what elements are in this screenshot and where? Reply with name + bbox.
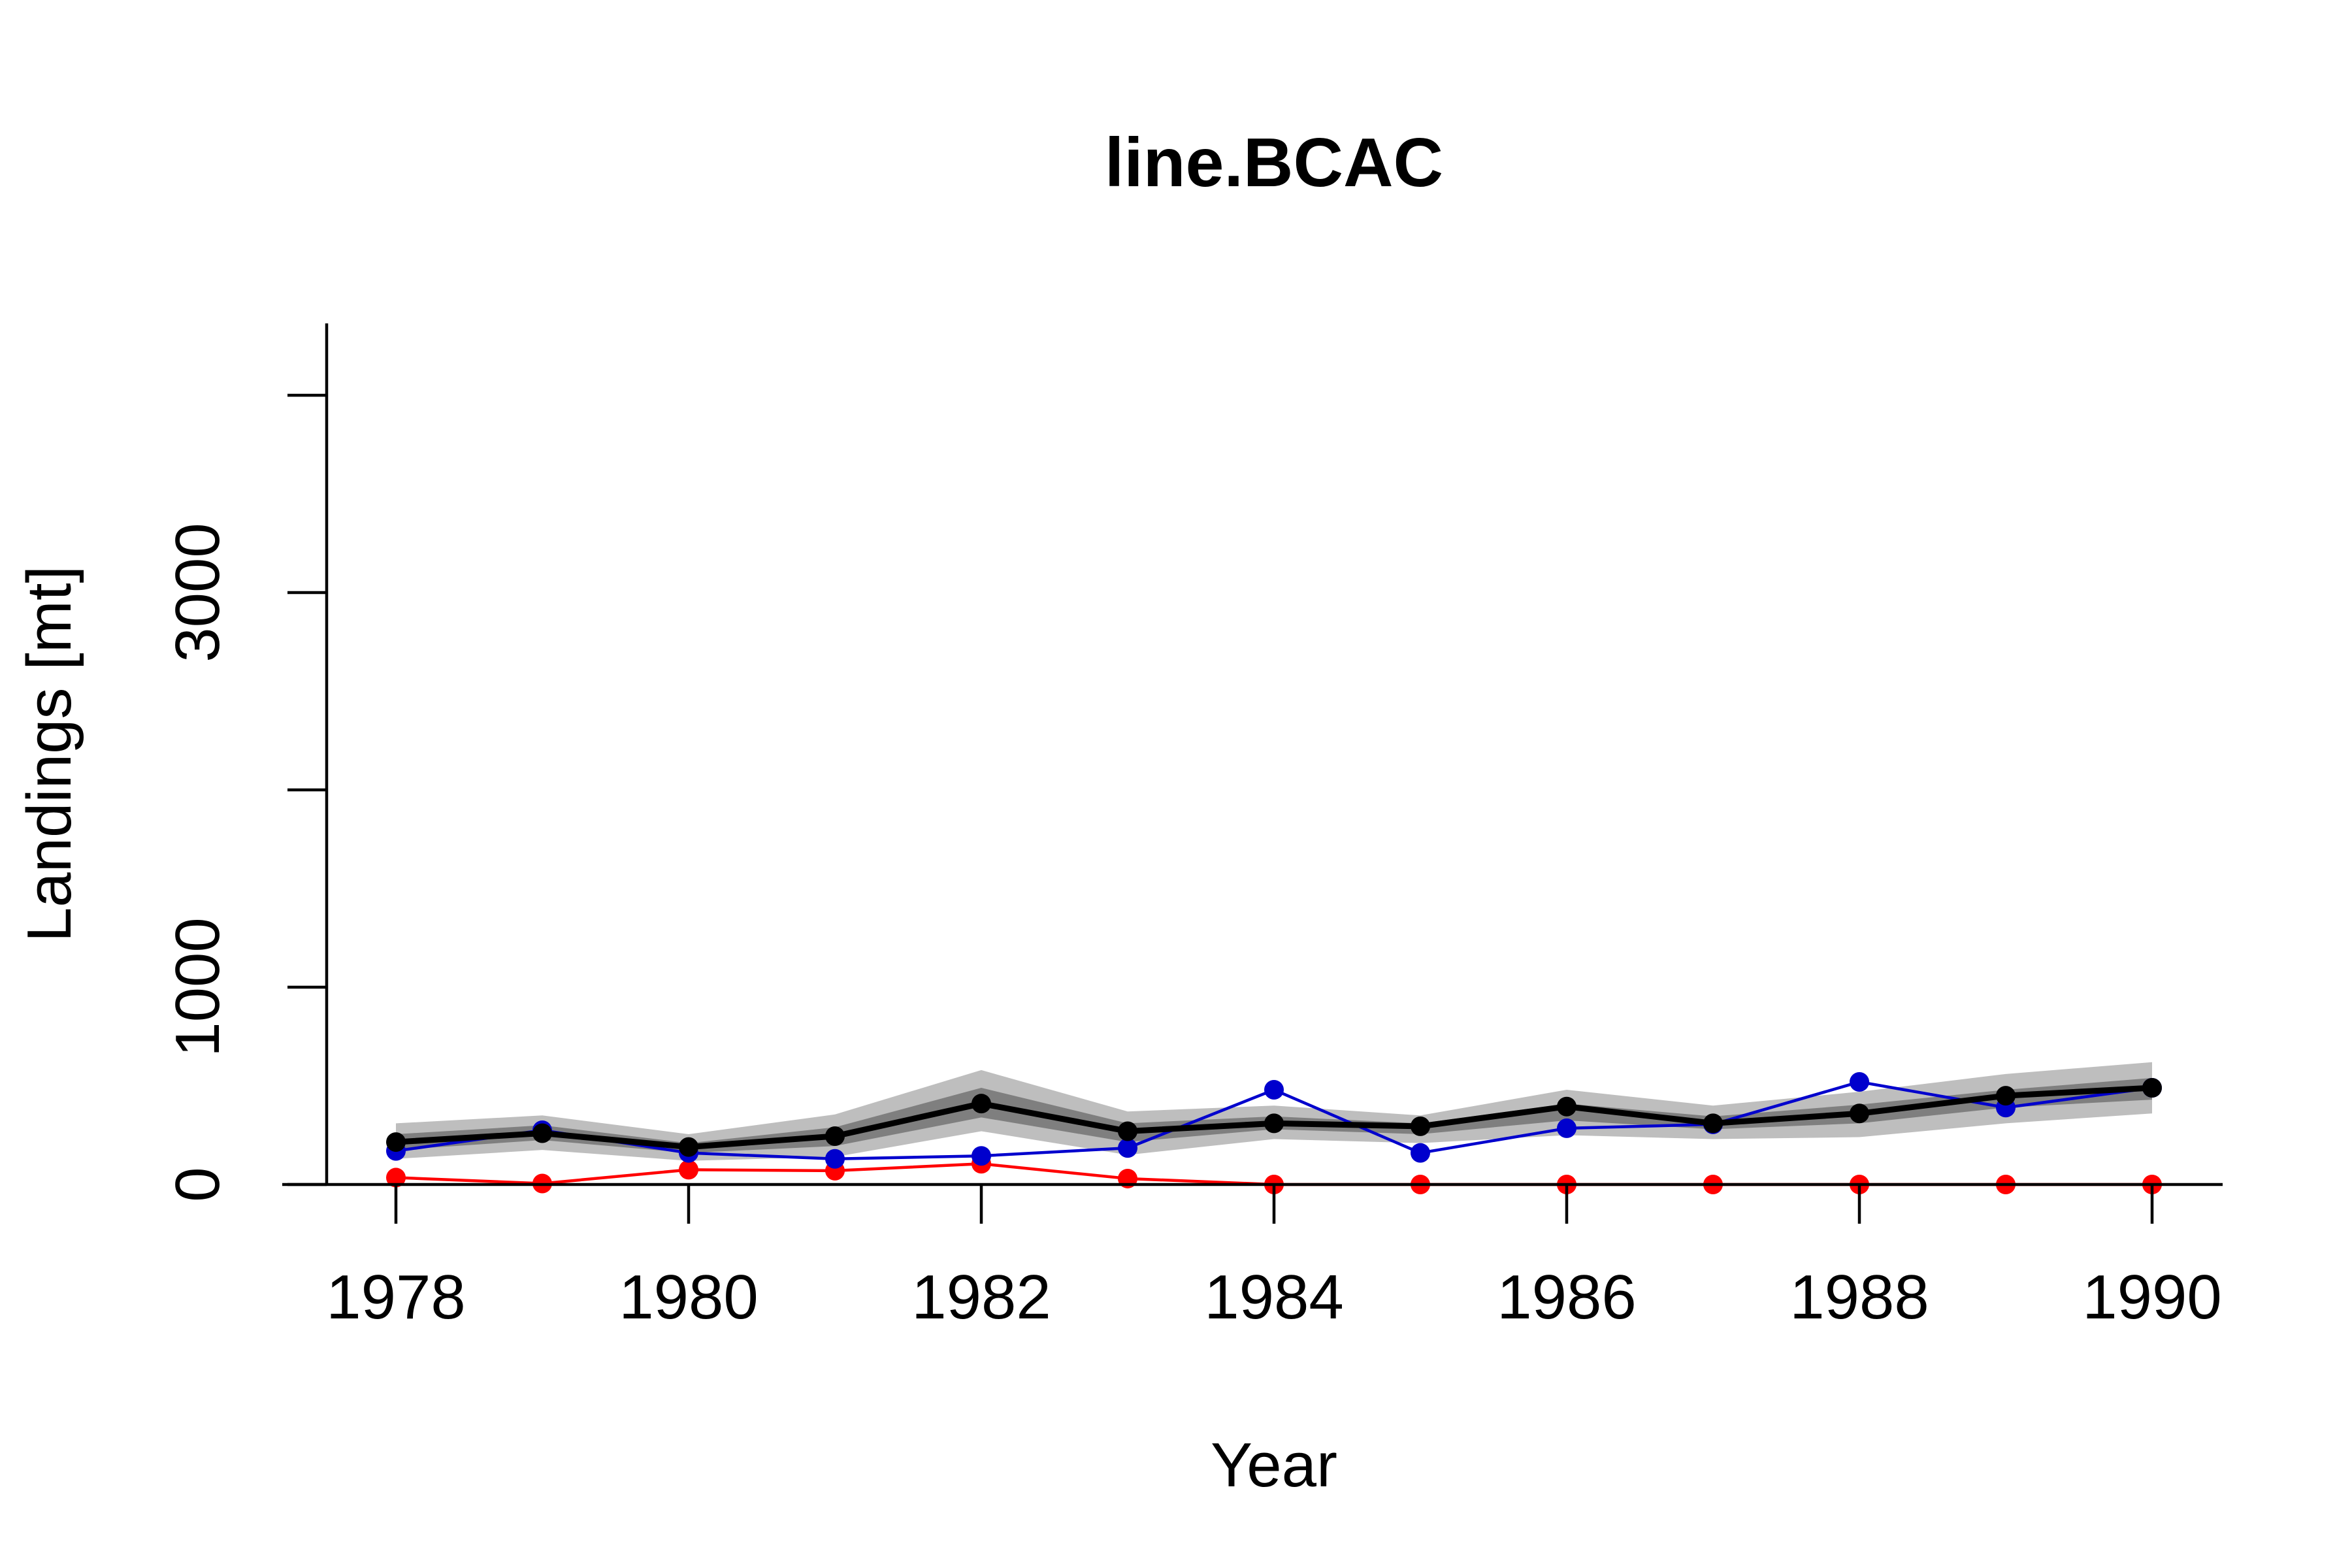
blue-series-point: [972, 1146, 991, 1166]
y-tick-label: 0: [163, 1167, 233, 1201]
blue-series-point: [1118, 1138, 1137, 1158]
y-ticks: 0 1000 3000: [163, 393, 327, 1202]
black-series: [386, 1078, 2162, 1157]
blue-series-point: [825, 1149, 845, 1169]
red-series-point: [679, 1160, 698, 1180]
black-series-point: [386, 1132, 406, 1152]
y-tick-label: 3000: [163, 523, 233, 662]
black-series-point: [825, 1126, 845, 1147]
black-series-point: [1557, 1096, 1576, 1117]
black-series-point: [1850, 1103, 1869, 1124]
x-tick-label: 1986: [1497, 1262, 1637, 1332]
x-tick-label: 1984: [1204, 1262, 1344, 1332]
x-axis-label: Year: [1211, 1430, 1337, 1500]
black-series-point: [679, 1137, 698, 1157]
y-axis-label: Landings [mt]: [14, 566, 84, 942]
black-series-point: [1264, 1113, 1284, 1134]
x-tick-label: 1978: [326, 1262, 466, 1332]
blue-series-point: [1850, 1071, 1869, 1092]
red-series-point: [386, 1168, 406, 1188]
black-series-point: [972, 1094, 991, 1114]
blue-series-point: [1264, 1080, 1284, 1100]
x-tick-label: 1980: [619, 1262, 759, 1332]
black-series-point: [1996, 1086, 2016, 1106]
chart-title: line.BCAC: [1105, 124, 1443, 201]
black-series-point: [1411, 1116, 1430, 1136]
black-series-point: [532, 1123, 552, 1143]
blue-series-point: [1411, 1143, 1430, 1163]
black-series-point: [2142, 1078, 2162, 1098]
black-series-point: [1118, 1121, 1137, 1141]
x-tick-label: 1982: [911, 1262, 1051, 1332]
y-tick-label: 1000: [163, 917, 233, 1057]
x-ticks: 1978 1980 1982 1984 1986 1988 1990: [326, 1184, 2222, 1332]
blue-series-point: [1557, 1118, 1576, 1138]
black-series-point: [1703, 1113, 1723, 1134]
x-tick-label: 1988: [1789, 1262, 1929, 1332]
x-tick-label: 1990: [2082, 1262, 2222, 1332]
